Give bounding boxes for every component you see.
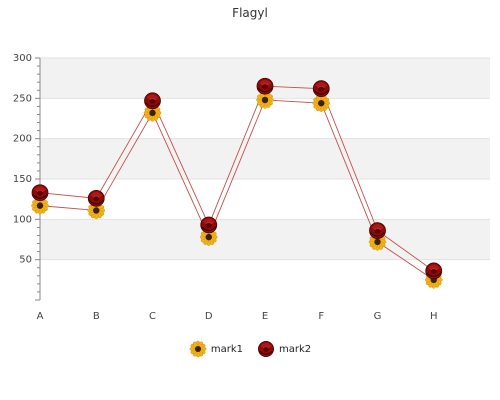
rose-icon [258,341,274,357]
data-point-mark2-A[interactable] [31,184,49,202]
data-point-mark2-F[interactable] [312,80,330,98]
series-line-mark2 [39,85,435,272]
x-tick-label: G [374,311,382,322]
legend-item-mark1[interactable]: mark1 [189,340,243,358]
data-point-mark2-H[interactable] [425,262,443,280]
x-tick-label: B [93,311,100,322]
y-tick-label: 150 [13,174,32,185]
legend-label-mark2: mark2 [279,343,312,355]
y-tick-label: 100 [13,214,32,225]
grid-band [40,219,490,260]
legend-label-mark1: mark1 [210,343,243,355]
grid-band [40,138,490,179]
data-point-mark2-E[interactable] [256,77,274,95]
x-tick-label: A [37,311,44,322]
line-chart: 50 100 150 200 250 300 A B C D E F G H [13,53,490,322]
data-point-mark2-D[interactable] [200,216,218,234]
x-tick-label: E [262,311,268,322]
data-point-mark2-C[interactable] [144,92,161,110]
data-point-mark2-G[interactable] [369,222,386,240]
x-tick-label: F [318,311,324,322]
legend: mark1 mark2 [0,340,500,358]
series-line-mark1 [39,99,435,281]
data-point-mark2-B[interactable] [87,189,105,207]
x-tick-label: C [149,311,156,322]
y-tick-label: 50 [19,255,32,266]
x-tick-label: H [430,311,438,322]
chart-title: Flagyl [232,6,268,20]
y-tick-label: 200 [13,134,32,145]
y-tick-label: 250 [13,93,32,104]
x-tick-label: D [205,311,213,322]
data-point-mark1-B[interactable] [87,201,106,220]
y-tick-label: 300 [13,53,32,64]
sunflower-icon [189,340,207,358]
data-point-mark1-F[interactable] [312,94,331,112]
legend-item-mark2[interactable]: mark2 [257,340,311,358]
